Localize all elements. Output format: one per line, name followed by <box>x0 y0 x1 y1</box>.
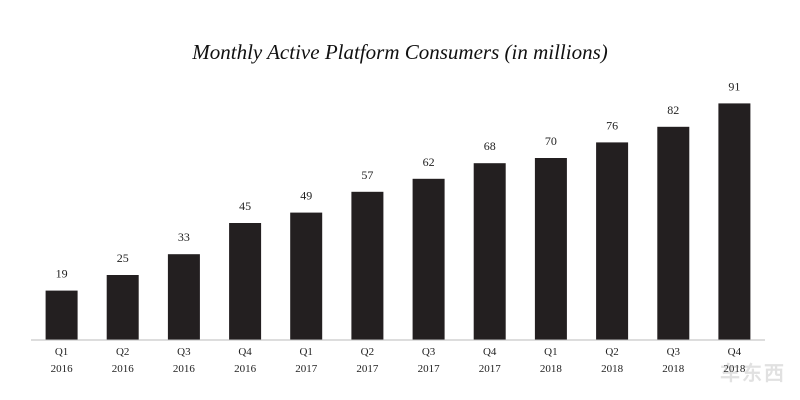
bar <box>106 275 139 340</box>
x-tick-label-year: 2018 <box>601 363 624 375</box>
x-tick-label-year: 2018 <box>723 363 746 375</box>
x-tick-label-year: 2016 <box>234 363 257 375</box>
data-label: 91 <box>728 79 740 93</box>
x-tick-label-quarter: Q2 <box>361 346 374 358</box>
x-tick-label-year: 2016 <box>112 363 135 375</box>
data-label: 68 <box>484 139 496 153</box>
x-tick-label-year: 2017 <box>356 363 379 375</box>
bar <box>351 191 384 340</box>
x-tick-label-year: 2016 <box>173 363 196 375</box>
x-tick-label-year: 2017 <box>295 363 318 375</box>
bar <box>718 103 751 341</box>
bar <box>412 178 445 340</box>
data-label: 33 <box>178 230 190 244</box>
x-tick-label-quarter: Q1 <box>55 346 68 358</box>
x-tick-label-quarter: Q3 <box>667 346 681 358</box>
x-tick-label-quarter: Q4 <box>483 346 497 358</box>
bar <box>45 290 78 340</box>
x-tick-label-quarter: Q1 <box>299 346 312 358</box>
watermark-logo: 车东西 <box>720 361 786 385</box>
chart-title: Monthly Active Platform Consumers (in mi… <box>192 40 608 64</box>
data-label: 25 <box>117 251 129 265</box>
x-tick-label-quarter: Q2 <box>116 346 129 358</box>
bar <box>229 223 262 340</box>
x-tick-label-quarter: Q4 <box>728 346 742 358</box>
x-tick-label-year: 2018 <box>662 363 685 375</box>
x-tick-label-year: 2017 <box>479 363 502 375</box>
data-label: 45 <box>239 199 251 213</box>
bar <box>167 254 200 340</box>
data-label: 82 <box>667 103 679 117</box>
data-label: 70 <box>545 134 557 148</box>
data-label: 19 <box>56 267 68 281</box>
data-label: 76 <box>606 118 618 132</box>
x-tick-label-quarter: Q3 <box>422 346 436 358</box>
bar <box>534 158 567 340</box>
x-tick-label-year: 2016 <box>51 363 74 375</box>
x-tick-label-year: 2017 <box>418 363 441 375</box>
x-tick-label-quarter: Q1 <box>544 346 557 358</box>
bar <box>290 212 323 340</box>
data-label: 49 <box>300 189 312 203</box>
bar <box>596 142 629 340</box>
x-tick-label-quarter: Q3 <box>177 346 191 358</box>
data-label: 57 <box>361 168 373 182</box>
bar <box>473 163 506 340</box>
data-label: 62 <box>423 155 435 169</box>
x-tick-label-quarter: Q2 <box>605 346 618 358</box>
x-tick-label-quarter: Q4 <box>238 346 252 358</box>
bar <box>657 126 690 340</box>
x-tick-label-year: 2018 <box>540 363 563 375</box>
